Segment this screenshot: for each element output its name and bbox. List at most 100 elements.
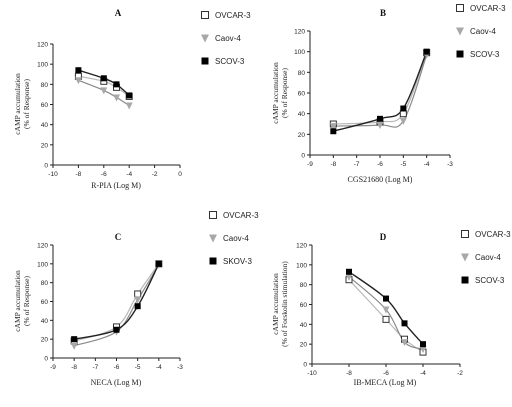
x-tick-label: -7	[354, 161, 360, 168]
legend-marker	[209, 257, 217, 265]
data-point-caov-4	[345, 273, 353, 281]
y-tick-label: 40	[298, 111, 306, 118]
y-tick-label: 60	[300, 302, 308, 309]
data-point-scov-3	[401, 320, 408, 327]
y-axis-title-line: (% of Forskolin stimulation)	[280, 261, 289, 347]
y-axis-title-line: (% of Response)	[22, 79, 31, 129]
y-tick-label: 120	[294, 29, 305, 36]
chart-panel-a: A 0 20 40 60 80 100 120 -10 -8 -6 -4 -2 0 R-PIA (Log M…	[13, 8, 251, 190]
x-tick-label: -8	[71, 364, 77, 371]
legend-marker	[209, 211, 217, 219]
x-tick-label: -10	[48, 171, 58, 178]
series-curve-ovcar-3	[348, 279, 424, 353]
data-point-ovcar-3	[382, 315, 390, 323]
legend-label: Caov-4	[470, 27, 496, 36]
legend: OVCAR-3 Caov-4 SCOV-3	[461, 230, 511, 285]
legend-label: SKOV-3	[223, 257, 252, 266]
data-point-caov-4	[125, 102, 133, 110]
legend-label: SCOV-3	[215, 57, 245, 66]
x-tick-label: 0	[178, 171, 182, 178]
x-axis-title: NECA (Log M)	[91, 378, 142, 387]
x-axis-title: R-PIA (Log M)	[91, 181, 141, 190]
legend-marker	[461, 230, 469, 238]
data-point-scov-3	[420, 341, 426, 348]
y-tick-label: 20	[300, 342, 308, 349]
data-point-scov-3	[126, 92, 133, 99]
data-point-caov-4	[134, 296, 142, 304]
y-tick-label: 100	[296, 262, 307, 269]
y-tick-label: 80	[41, 280, 49, 287]
x-tick-label: -8	[330, 161, 336, 168]
x-tick-label: -8	[346, 370, 352, 377]
legend-label: OVCAR-3	[470, 4, 506, 13]
legend-label: Caov-4	[215, 34, 241, 43]
y-tick-label: 60	[41, 299, 49, 306]
y-tick-label: 120	[37, 243, 48, 250]
data-point-scov-3	[100, 75, 107, 82]
x-tick-label: -8	[76, 171, 82, 178]
y-tick-label: 20	[41, 142, 49, 149]
y-axis-title-line: cAMP accumulation	[13, 270, 22, 332]
y-tick-label: 120	[37, 42, 48, 49]
y-axis-title-line: (% of Response)	[280, 68, 289, 118]
y-tick-label: 100	[294, 49, 305, 56]
legend: OVCAR-3 Caov-4 SCOV-3	[201, 11, 251, 66]
x-tick-label: -5	[400, 161, 406, 168]
x-tick-label: -4	[156, 364, 162, 371]
data-point-caov-4	[419, 346, 427, 354]
y-tick-label: 60	[41, 102, 49, 109]
y-axis-title: cAMP accumulation (% of Response)	[13, 270, 31, 332]
panel-label: B	[380, 8, 386, 18]
legend-marker	[461, 253, 469, 262]
y-axis-title-line: (% of Response)	[22, 276, 31, 326]
legend-label: OVCAR-3	[215, 11, 251, 20]
y-tick-label: 80	[300, 282, 308, 289]
legend-marker	[456, 4, 464, 12]
panel-label: D	[380, 232, 387, 242]
x-tick-label: -4	[420, 370, 426, 377]
x-tick-label: -6	[377, 161, 383, 168]
x-tick-label: -3	[447, 161, 453, 168]
legend-label: Caov-4	[475, 253, 501, 262]
legend-label: OVCAR-3	[223, 211, 259, 220]
x-tick-label: -9	[50, 364, 56, 371]
series-curve-scov-3	[78, 69, 130, 96]
legend-label: SCOV-3	[470, 50, 500, 59]
y-axis-title-line: cAMP accumulation	[13, 73, 22, 135]
panel-label: C	[115, 232, 122, 242]
legend-marker	[461, 276, 469, 284]
data-point-caov-4	[382, 306, 390, 314]
data-point-skov-3	[71, 336, 78, 343]
series-curve-caov-4	[78, 79, 130, 107]
x-axis-title: IB-MECA (Log M)	[354, 378, 417, 387]
y-tick-label: 80	[298, 70, 306, 77]
x-tick-label: -4	[424, 161, 430, 168]
chart-panel-b: B 0 20 40 60 80 100 120 -9 -8 -7 -6 -5 -4 -3 CGS21680 (…	[271, 4, 506, 184]
y-tick-label: 100	[37, 261, 48, 268]
data-point-caov-4	[70, 342, 78, 350]
y-tick-label: 100	[37, 62, 48, 69]
y-axis-title-line: cAMP accumulation	[271, 62, 280, 124]
chart-panel-d: D 0 20 40 60 80 100 120 -10 -8 -6 -4 -2 IB-MECA (Log …	[271, 230, 511, 387]
y-axis-title: cAMP accumulation (% of Forskolin stimula…	[271, 261, 289, 347]
chart-panel-c: C 0 20 40 60 80 100 120 -9 -8 -7 -6 -5 -4 -3 NECA (Log …	[13, 211, 259, 387]
legend-marker	[201, 11, 209, 19]
y-tick-label: 0	[44, 163, 48, 170]
y-tick-label: 20	[41, 337, 49, 344]
data-point-skov-3	[113, 326, 120, 333]
data-point-caov-4	[74, 77, 82, 85]
y-tick-label: 0	[301, 153, 305, 160]
x-tick-label: -2	[152, 171, 158, 178]
x-axis-title: CGS21680 (Log M)	[348, 175, 413, 184]
data-point-ovcar-3	[134, 290, 142, 298]
legend-marker	[456, 50, 464, 58]
y-tick-label: 0	[303, 362, 307, 369]
x-tick-label: -6	[101, 171, 107, 178]
legend-marker	[209, 234, 217, 243]
legend: OVCAR-3 Caov-4 SCOV-3	[456, 4, 506, 59]
legend-marker	[201, 57, 209, 65]
data-point-scov-3	[400, 105, 407, 112]
data-point-skov-3	[134, 303, 141, 310]
x-tick-label: -9	[307, 161, 313, 168]
x-tick-label: -4	[126, 171, 132, 178]
